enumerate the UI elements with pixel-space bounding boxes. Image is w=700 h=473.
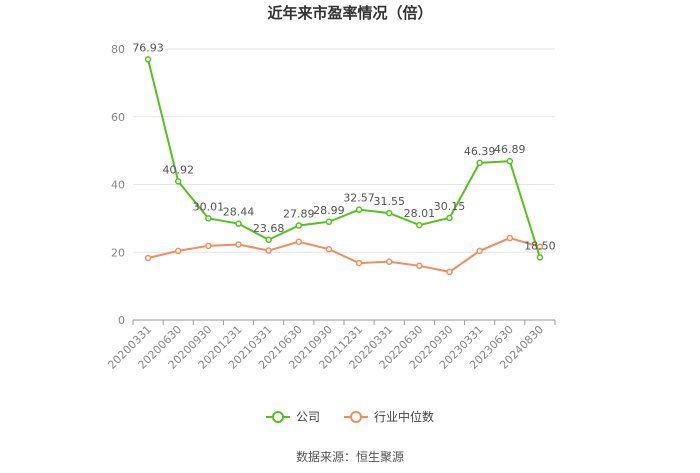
series-0-point-12 bbox=[506, 157, 514, 165]
series-0-point-13 bbox=[536, 254, 544, 261]
legend-dot-industry-median bbox=[350, 410, 362, 423]
y-tick-label-2: 40 bbox=[111, 179, 125, 192]
data-label-1: 40.92 bbox=[162, 163, 194, 176]
legend-dot-company bbox=[271, 410, 284, 423]
series-0-point-3 bbox=[235, 220, 242, 227]
data-label-5: 27.89 bbox=[283, 208, 315, 221]
data-label-10: 30.15 bbox=[434, 200, 466, 213]
data-label-0: 76.93 bbox=[132, 41, 164, 54]
series-0-point-6 bbox=[325, 218, 333, 226]
y-tick-label-1: 20 bbox=[111, 246, 125, 259]
data-label-3: 28.44 bbox=[223, 206, 255, 219]
legend-swatch-company bbox=[265, 410, 290, 423]
data-label-7: 32.57 bbox=[343, 192, 375, 205]
series-0-point-1 bbox=[174, 178, 182, 185]
series-1-point-2 bbox=[205, 242, 212, 250]
series-1-point-3 bbox=[235, 241, 242, 248]
series-1-point-8 bbox=[385, 258, 393, 265]
series-0-point-11 bbox=[476, 159, 483, 167]
series-line-1 bbox=[147, 236, 541, 273]
series-1-point-6 bbox=[325, 245, 333, 253]
data-label-12: 46.89 bbox=[494, 143, 526, 156]
data-label-4: 23.68 bbox=[253, 222, 285, 235]
series-1-point-9 bbox=[416, 262, 423, 270]
data-label-8: 31.55 bbox=[373, 195, 405, 208]
series-1-point-12 bbox=[506, 234, 514, 242]
y-tick-label-4: 80 bbox=[111, 43, 125, 56]
series-0-point-4 bbox=[265, 236, 272, 244]
data-label-9: 28.01 bbox=[404, 207, 436, 220]
data-label-2: 30.01 bbox=[193, 200, 225, 213]
legend: 公司 行业中位数 bbox=[0, 408, 700, 425]
series-0-point-10 bbox=[446, 214, 453, 222]
chart-title: 近年来市盈率情况（倍） bbox=[267, 4, 433, 22]
series-1-point-10 bbox=[446, 268, 453, 276]
legend-item-company[interactable]: 公司 bbox=[265, 408, 320, 425]
series-lines bbox=[144, 56, 544, 276]
data-label-6: 28.99 bbox=[313, 204, 345, 217]
legend-item-industry-median[interactable]: 行业中位数 bbox=[344, 408, 434, 425]
series-line-0 bbox=[147, 59, 541, 258]
series-1-point-7 bbox=[355, 259, 363, 267]
legend-swatch-industry-median bbox=[344, 410, 368, 423]
data-label-13: 18.50 bbox=[524, 239, 556, 252]
pe-ratio-line-chart: 0204060802020033120200630202009302020123… bbox=[105, 41, 555, 371]
series-0-point-8 bbox=[385, 209, 393, 217]
series-1-point-1 bbox=[174, 247, 182, 255]
series-1-point-4 bbox=[265, 247, 272, 254]
series-1-point-11 bbox=[476, 247, 483, 255]
series-0-point-5 bbox=[295, 222, 303, 229]
data-source: 数据来源：恒生聚源 bbox=[295, 450, 404, 464]
series-1-point-0 bbox=[144, 254, 152, 262]
y-tick-label-0: 0 bbox=[118, 314, 125, 327]
legend-label-industry-median: 行业中位数 bbox=[374, 410, 435, 424]
series-0-point-2 bbox=[205, 215, 212, 222]
legend-label-company: 公司 bbox=[295, 410, 320, 424]
y-tick-label-3: 60 bbox=[111, 111, 125, 124]
grid-lines bbox=[133, 48, 555, 253]
series-1-point-5 bbox=[295, 238, 303, 245]
series-0-point-7 bbox=[355, 206, 363, 213]
data-label-11: 46.39 bbox=[464, 145, 496, 158]
series-0-point-0 bbox=[144, 56, 152, 63]
series-0-point-9 bbox=[416, 221, 423, 229]
